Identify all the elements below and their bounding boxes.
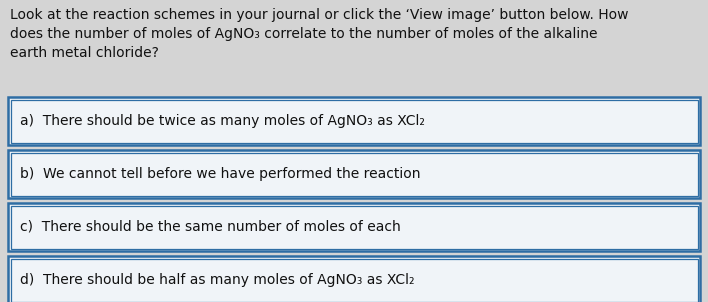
Bar: [11, 259, 697, 301]
Bar: [8, 256, 700, 302]
Bar: [8, 97, 700, 145]
Text: c)  There should be the same number of moles of each: c) There should be the same number of mo…: [20, 220, 401, 234]
Bar: [11, 153, 697, 195]
Bar: [8, 150, 700, 198]
Bar: [11, 205, 697, 249]
Bar: [8, 203, 700, 251]
Text: d)  There should be half as many moles of AgNO₃ as XCl₂: d) There should be half as many moles of…: [20, 273, 414, 287]
Bar: [11, 99, 697, 143]
Text: a)  There should be twice as many moles of AgNO₃ as XCl₂: a) There should be twice as many moles o…: [20, 114, 425, 128]
Text: Look at the reaction schemes in your journal or click the ‘View image’ button be: Look at the reaction schemes in your jou…: [10, 8, 629, 60]
Text: b)  We cannot tell before we have performed the reaction: b) We cannot tell before we have perform…: [20, 167, 421, 181]
